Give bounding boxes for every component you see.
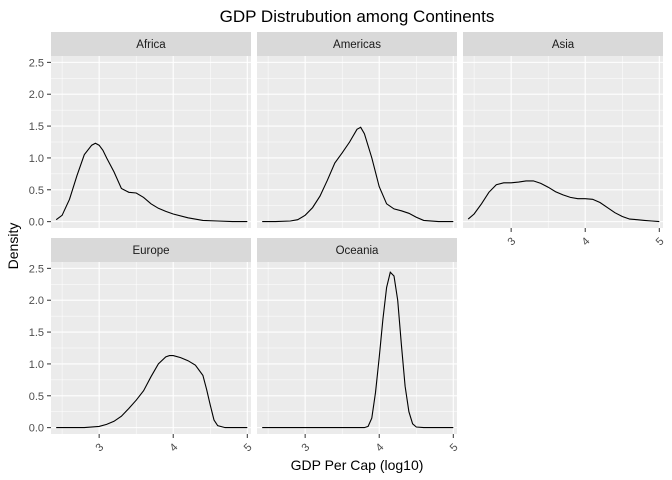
density-curve-africa (55, 142, 248, 223)
y-tick-label: 2.5 (29, 57, 44, 69)
facet-asia: Asia 3 4 5 (463, 32, 667, 248)
facet-strip-label: Oceania (336, 245, 379, 257)
facet-strip-label: Africa (136, 39, 166, 51)
x-tick-label: 3 (300, 441, 313, 454)
y-tick-label: 2.5 (29, 263, 44, 275)
x-tick-label: 3 (506, 235, 519, 248)
chart-title: GDP Distrubution among Continents (220, 7, 495, 26)
facet-strip-label: Europe (132, 245, 169, 257)
density-curve-europe (56, 355, 248, 429)
x-tick-label: 4 (374, 441, 387, 454)
facet-strip (257, 238, 457, 262)
x-tick-label: 4 (580, 235, 593, 248)
density-curve-americas (262, 126, 454, 223)
x-tick-label: 5 (654, 235, 667, 248)
density-curve-asia (467, 180, 660, 223)
facet-africa: Africa 0.0 0.5 1.0 1.5 2.0 2.5 (29, 32, 251, 229)
y-tick-label: 1.0 (29, 153, 44, 165)
y-tick-label: 1.5 (29, 121, 44, 133)
y-tick-label: 0.0 (29, 217, 44, 229)
y-tick-label: 0.5 (29, 391, 44, 403)
x-tick-label: 3 (94, 441, 107, 454)
x-tick-label: 5 (448, 441, 461, 454)
y-tick-label: 2.0 (29, 295, 44, 307)
facet-americas: Americas (257, 32, 457, 228)
facet-strip (463, 32, 663, 56)
y-tick-label: 1.0 (29, 359, 44, 371)
facet-strip (51, 238, 251, 262)
facet-strip-label: Asia (552, 39, 575, 51)
y-tick-label: 0.0 (29, 423, 44, 435)
x-tick-label: 4 (168, 441, 181, 454)
density-curve-oceania (262, 271, 454, 429)
facet-oceania: Oceania 3 4 5 (257, 238, 461, 454)
x-tick-label: 5 (242, 441, 255, 454)
facet-strip (51, 32, 251, 56)
y-axis-title: Density (5, 223, 21, 270)
x-axis-title: GDP Per Cap (log10) (291, 457, 424, 473)
facet-europe: Europe 0.0 0.5 1.0 1.5 2.0 2.5 3 4 5 (29, 238, 255, 454)
y-tick-label: 1.5 (29, 327, 44, 339)
facet-strip-label: Americas (333, 39, 381, 51)
y-tick-label: 0.5 (29, 185, 44, 197)
facet-strip (257, 32, 457, 56)
y-tick-label: 2.0 (29, 89, 44, 101)
